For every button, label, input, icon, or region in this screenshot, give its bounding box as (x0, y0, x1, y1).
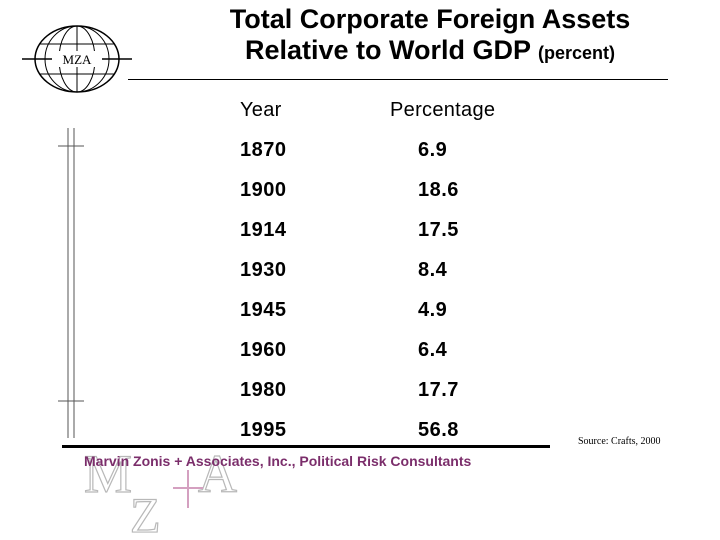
year-cell: 1914 (240, 218, 287, 241)
table-row: 1980 17.7 (228, 370, 540, 410)
left-cross-ornament (58, 128, 84, 438)
year-cell: 1980 (240, 378, 287, 401)
year-cell: 1900 (240, 178, 287, 201)
table-header-row: Year Percentage (228, 90, 540, 130)
year-cell: 1960 (240, 338, 287, 361)
source-note: Source: Crafts, 2000 (578, 436, 661, 447)
watermark-letter-a: A (198, 444, 237, 504)
watermark-letter-z: Z (130, 487, 161, 535)
header-year: Year (240, 98, 282, 121)
table-row: 1900 18.6 (228, 170, 540, 210)
table-row: 1960 6.4 (228, 330, 540, 370)
year-cell: 1945 (240, 298, 287, 321)
watermark-letter-m: M (84, 444, 132, 504)
table-row: 1995 56.8 (228, 410, 540, 450)
percentage-cell: 17.5 (418, 218, 459, 241)
mza-watermark-monogram: M Z A (83, 443, 237, 535)
title-line-1: Total Corporate Foreign Assets (229, 4, 631, 34)
year-cell: 1870 (240, 138, 287, 161)
assets-table: Year Percentage 1870 6.9 1900 18.6 1914 … (228, 90, 540, 450)
percentage-cell: 4.9 (418, 298, 448, 321)
title-unit: (percent) (538, 43, 616, 63)
percentage-cell: 56.8 (418, 418, 459, 441)
percentage-cell: 17.7 (418, 378, 459, 401)
table-row: 1945 4.9 (228, 290, 540, 330)
logo-text: MZA (63, 52, 93, 67)
year-cell: 1995 (240, 418, 287, 441)
year-cell: 1930 (240, 258, 287, 281)
title-line-2: Relative to World GDP (percent) (150, 35, 710, 69)
footer-firm-name: Marvin Zonis + Associates, Inc., Politic… (84, 453, 472, 469)
percentage-cell: 18.6 (418, 178, 459, 201)
mza-globe-logo: MZA (22, 25, 132, 93)
table-row: 1930 8.4 (228, 250, 540, 290)
header-percentage: Percentage (390, 98, 496, 121)
table-row: 1914 17.5 (228, 210, 540, 250)
title-rule (128, 79, 668, 80)
percentage-cell: 8.4 (418, 258, 448, 281)
title-line-2-text: Relative to World GDP (244, 35, 531, 65)
table-row: 1870 6.9 (228, 130, 540, 170)
percentage-cell: 6.4 (418, 338, 448, 361)
page-title: Total Corporate Foreign Assets Relative … (150, 4, 710, 69)
percentage-cell: 6.9 (418, 138, 448, 161)
footer-bar (62, 445, 550, 448)
